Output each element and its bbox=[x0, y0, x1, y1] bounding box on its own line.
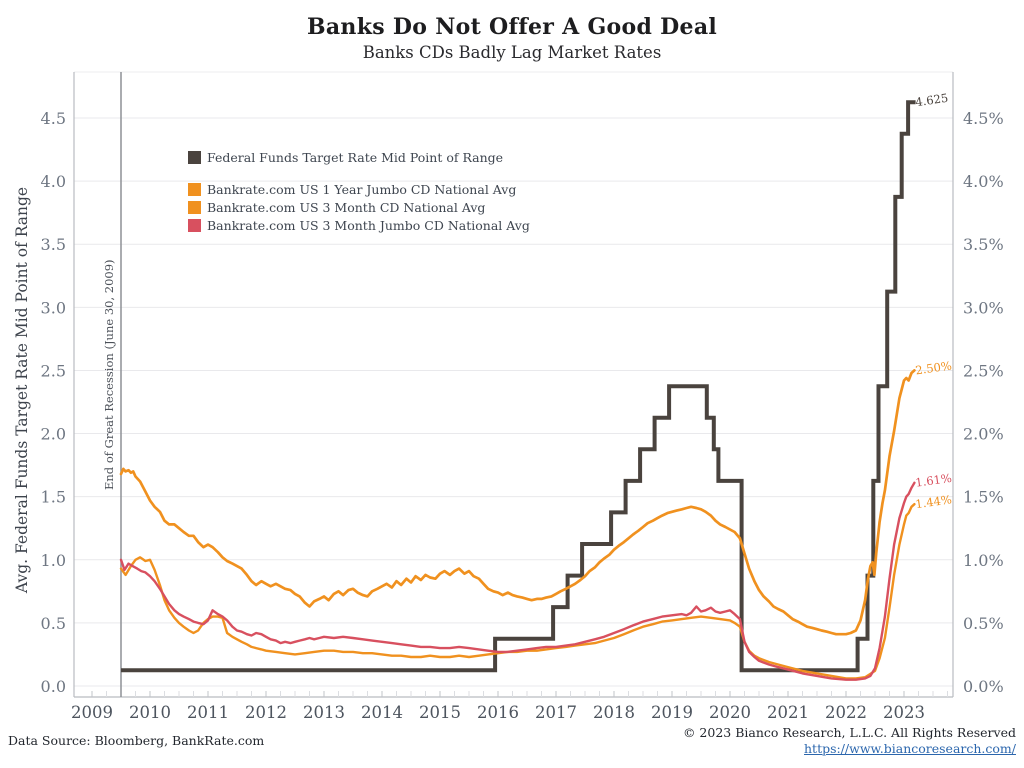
legend-label: Bankrate.com US 3 Month Jumbo CD Nationa… bbox=[207, 218, 530, 233]
y-axis-tick-label-right: 4.0% bbox=[963, 172, 1004, 191]
x-axis-tick-label: 2018 bbox=[593, 703, 635, 722]
series-end-value-label: 4.625 bbox=[914, 91, 949, 109]
page-subtitle: Banks CDs Badly Lag Market Rates bbox=[362, 43, 662, 62]
y-axis-tick-label-left: 1.0 bbox=[41, 551, 66, 570]
chart-header: Banks Do Not Offer A Good Deal Banks CDs… bbox=[0, 0, 1024, 62]
x-axis-tick-label: 2016 bbox=[477, 703, 519, 722]
series-line-3 bbox=[119, 481, 916, 681]
y-axis-tick-label-left: 3.0 bbox=[41, 298, 66, 317]
legend-label: Bankrate.com US 1 Year Jumbo CD National… bbox=[207, 182, 516, 197]
y-axis-tick-label-right: 0.0% bbox=[963, 677, 1004, 696]
bianco-research-link[interactable]: https://www.biancoresearch.com/ bbox=[804, 741, 1016, 756]
x-axis-tick-label: 2021 bbox=[767, 703, 809, 722]
y-axis-tick-label-right: 4.5% bbox=[963, 109, 1004, 128]
y-axis-tick-label-right: 1.0% bbox=[963, 551, 1004, 570]
x-axis-tick-label: 2019 bbox=[651, 703, 693, 722]
series-line-0 bbox=[121, 100, 916, 673]
y-axis-tick-label-right: 1.5% bbox=[963, 488, 1004, 507]
x-axis-tick-label: 2015 bbox=[419, 703, 461, 722]
x-axis-tick-label: 2010 bbox=[129, 703, 171, 722]
legend-label: Federal Funds Target Rate Mid Point of R… bbox=[207, 150, 503, 165]
legend-label: Bankrate.com US 3 Month CD National Avg bbox=[207, 200, 485, 215]
series-line-1 bbox=[119, 369, 916, 636]
series-end-value-label: 2.50% bbox=[914, 358, 952, 377]
x-axis-tick-label: 2013 bbox=[303, 703, 345, 722]
y-axis-tick-label-right: 3.0% bbox=[963, 298, 1004, 317]
y-axis-tick-label-right: 3.5% bbox=[963, 235, 1004, 254]
y-axis-tick-label-left: 2.0 bbox=[41, 425, 66, 444]
x-axis-tick-label: 2012 bbox=[245, 703, 287, 722]
page-title: Banks Do Not Offer A Good Deal bbox=[306, 14, 718, 40]
y-axis-tick-label-left: 0.5 bbox=[41, 614, 66, 633]
y-axis-tick-label-left: 3.5 bbox=[41, 235, 66, 254]
y-axis-title: Avg. Federal Funds Target Rate Mid Point… bbox=[13, 187, 31, 594]
x-axis-tick-label: 2014 bbox=[361, 703, 403, 722]
y-axis-tick-label-left: 1.5 bbox=[41, 488, 66, 507]
x-axis-tick-label: 2017 bbox=[535, 703, 577, 722]
y-axis-tick-label-left: 0.0 bbox=[41, 677, 66, 696]
copyright-text: © 2023 Bianco Research, L.L.C. All Right… bbox=[682, 725, 1016, 740]
legend-swatch bbox=[188, 219, 201, 232]
legend-swatch bbox=[188, 201, 201, 214]
y-axis-tick-label-right: 2.5% bbox=[963, 361, 1004, 380]
recession-annotation: End of Great Recession (June 30, 2009) bbox=[102, 259, 116, 490]
x-axis-tick-label: 2020 bbox=[709, 703, 751, 722]
legend-swatch bbox=[188, 151, 201, 164]
data-source-note: Data Source: Bloomberg, BankRate.com bbox=[8, 733, 265, 748]
series-end-value-label: 1.61% bbox=[914, 471, 952, 490]
x-axis-tick-label: 2011 bbox=[187, 703, 229, 722]
y-axis-tick-label-right: 2.0% bbox=[963, 425, 1004, 444]
series-end-value-label: 1.44% bbox=[914, 492, 952, 511]
x-axis-tick-label: 2023 bbox=[883, 703, 925, 722]
y-axis-tick-label-left: 2.5 bbox=[41, 361, 66, 380]
legend-swatch bbox=[188, 183, 201, 196]
copyright-block: © 2023 Bianco Research, L.L.C. All Right… bbox=[683, 725, 1016, 757]
series-line-2 bbox=[119, 503, 916, 680]
y-axis-tick-label-left: 4.0 bbox=[41, 172, 66, 191]
y-axis-tick-label-left: 4.5 bbox=[41, 109, 66, 128]
y-axis-tick-label-right: 0.5% bbox=[963, 614, 1004, 633]
x-axis-tick-label: 2022 bbox=[825, 703, 867, 722]
x-axis-tick-label: 2009 bbox=[71, 703, 113, 722]
